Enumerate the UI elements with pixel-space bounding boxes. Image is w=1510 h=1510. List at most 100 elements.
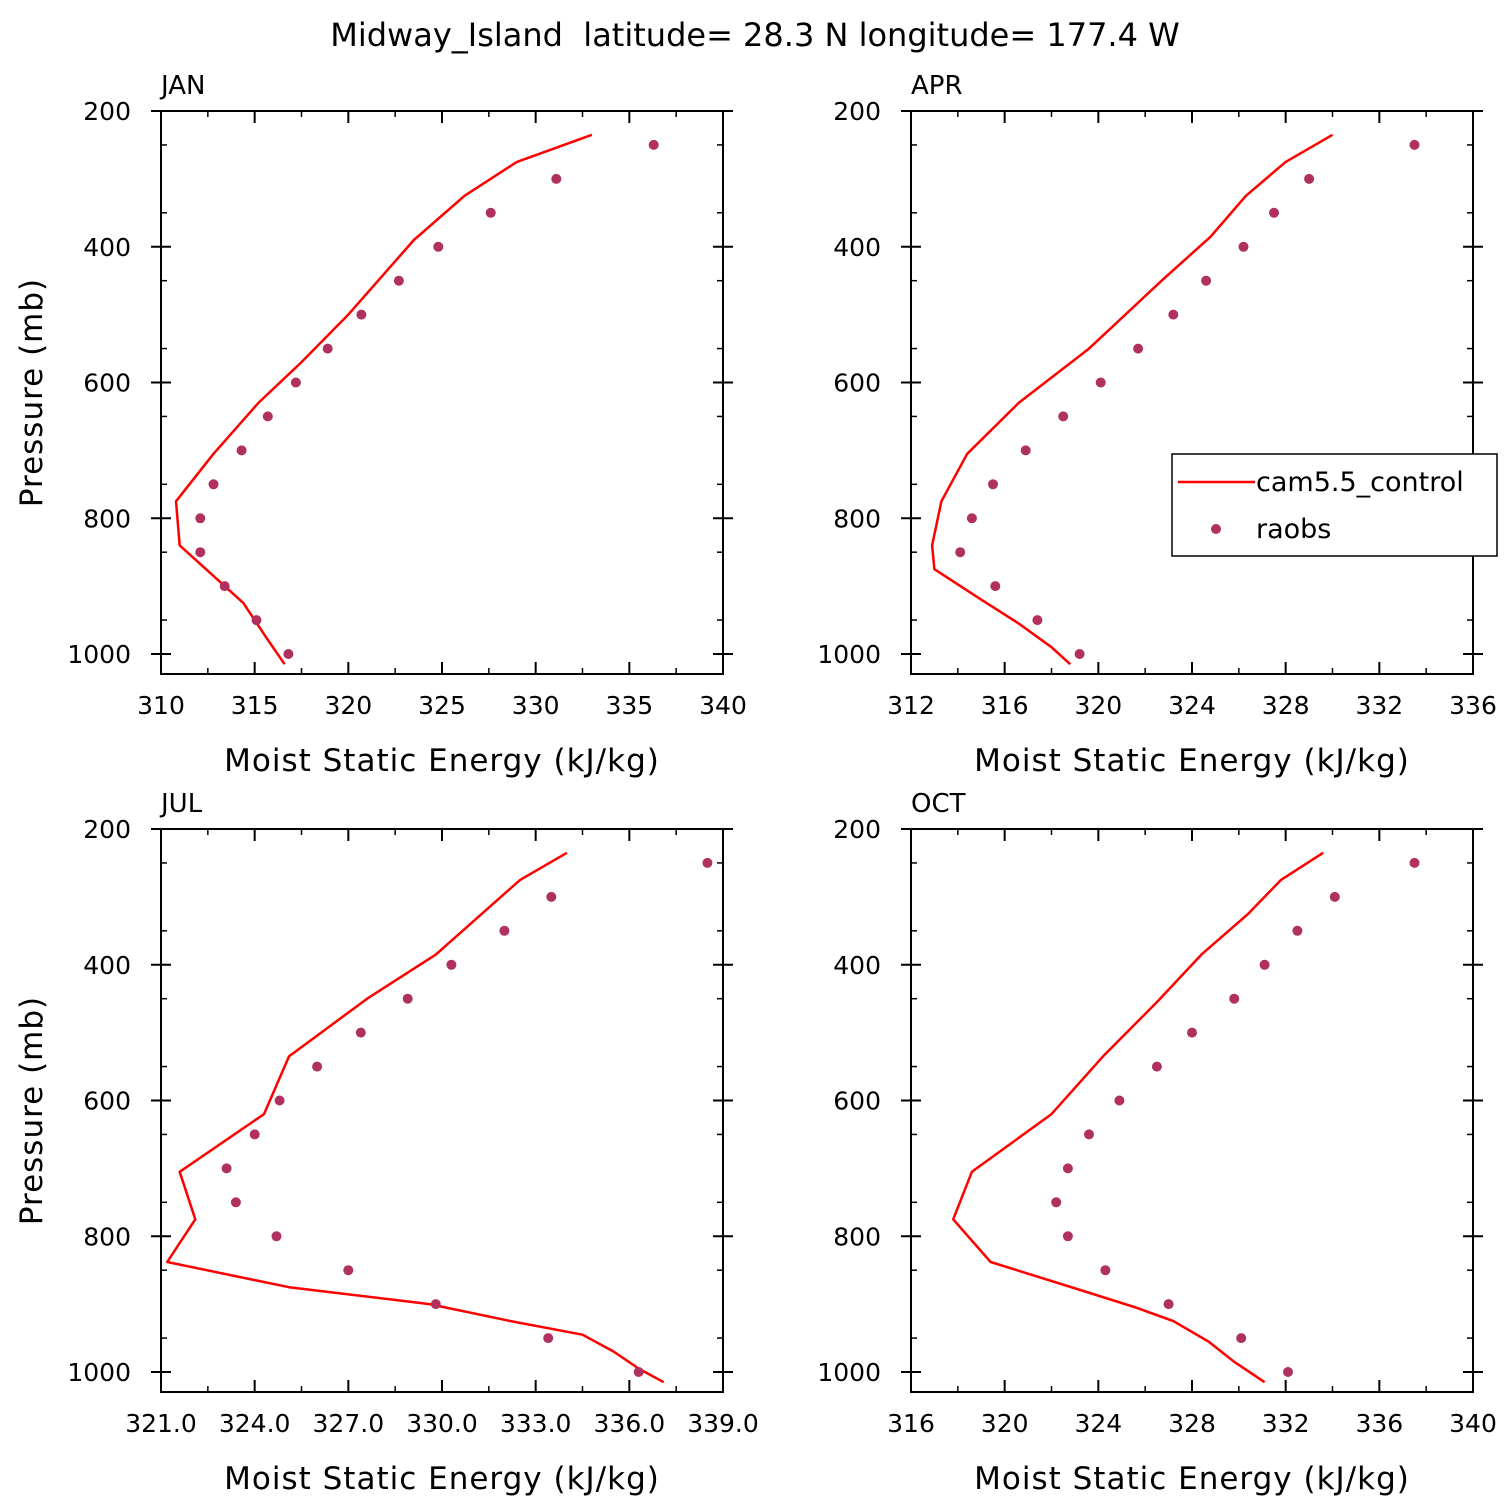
y-tick-label: 600 <box>833 1087 881 1116</box>
obs-point <box>990 581 1001 592</box>
obs-point <box>251 615 262 626</box>
x-tick-label: 320 <box>1074 691 1122 720</box>
legend: cam5.5_control raobs <box>1171 453 1498 557</box>
panel-label: JAN <box>159 71 205 101</box>
figure-title: Midway_Island latitude= 28.3 N longitude… <box>330 16 1180 54</box>
x-tick-label: 310 <box>137 691 185 720</box>
obs-point <box>1062 1163 1073 1174</box>
obs-point <box>393 275 404 286</box>
obs-point <box>543 1333 554 1344</box>
obs-point <box>208 479 219 490</box>
obs-point <box>1201 275 1212 286</box>
x-tick-label: 339.0 <box>687 1409 759 1438</box>
y-tick-label: 800 <box>833 1222 881 1251</box>
x-tick-label: 336 <box>1355 1409 1403 1438</box>
y-tick-label: 400 <box>833 951 881 980</box>
obs-point <box>1133 343 1144 354</box>
obs-point <box>648 139 659 150</box>
y-tick-label: 600 <box>833 369 881 398</box>
y-tick-label: 600 <box>83 1087 131 1116</box>
obs-point <box>966 513 977 524</box>
obs-point <box>430 1299 441 1310</box>
y-tick-label: 200 <box>833 815 881 844</box>
y-axis-label: Pressure (mb) <box>14 278 50 507</box>
obs-point <box>446 959 457 970</box>
obs-point <box>1409 139 1420 150</box>
x-tick-label: 315 <box>231 691 279 720</box>
obs-point <box>230 1197 241 1208</box>
obs-point <box>274 1095 285 1106</box>
y-tick-label: 400 <box>83 951 131 980</box>
y-tick-label: 1000 <box>817 1358 881 1387</box>
obs-point <box>283 649 294 659</box>
model-line <box>165 851 665 1384</box>
obs-point <box>988 479 998 490</box>
x-tick-label: 320 <box>324 691 372 720</box>
x-tick-label: 320 <box>981 1409 1029 1438</box>
x-tick-label: 340 <box>699 691 747 720</box>
obs-point <box>1292 925 1303 936</box>
x-tick-label: 327.0 <box>313 1409 385 1438</box>
model-line <box>951 851 1324 1384</box>
obs-point <box>195 513 206 524</box>
obs-point <box>249 1129 260 1140</box>
y-tick-label: 400 <box>83 233 131 262</box>
obs-point <box>1409 857 1420 868</box>
obs-point <box>262 411 273 422</box>
x-tick-label: 324 <box>1074 1409 1122 1438</box>
y-tick-label: 600 <box>83 369 131 398</box>
obs-point <box>1058 411 1069 422</box>
obs-point <box>1304 173 1315 184</box>
x-tick-label: 321.0 <box>125 1409 197 1438</box>
obs-point <box>955 547 966 558</box>
obs-point <box>551 173 562 184</box>
obs-point <box>1062 1231 1073 1242</box>
x-tick-label: 332 <box>1355 691 1403 720</box>
obs-point <box>356 309 367 320</box>
panel-label: APR <box>911 71 963 101</box>
obs-point <box>219 581 230 592</box>
x-tick-label: 324.0 <box>219 1409 291 1438</box>
legend-dot-label: raobs <box>1256 514 1331 545</box>
legend-box <box>1171 453 1498 557</box>
x-tick-label: 333.0 <box>500 1409 572 1438</box>
obs-point <box>1032 615 1043 626</box>
panel-jul: JUL 200 400 600 800 1000 321.0 324.0 327.0 330.0 3… <box>14 789 759 1497</box>
obs-point <box>1051 1197 1062 1208</box>
x-tick-label: 312 <box>887 691 935 720</box>
obs-point <box>236 445 247 456</box>
x-tick-label: 332 <box>1262 1409 1310 1438</box>
y-tick-label: 1000 <box>67 640 131 669</box>
panel-label: JUL <box>159 789 203 819</box>
obs-point <box>290 377 301 388</box>
obs-point <box>312 1061 323 1072</box>
obs-point <box>1114 1095 1125 1106</box>
obs-point <box>1187 1027 1197 1038</box>
obs-point <box>633 1367 644 1377</box>
y-tick-label: 200 <box>83 815 131 844</box>
obs-point <box>485 207 496 218</box>
model-line <box>174 133 593 665</box>
x-tick-label: 336.0 <box>594 1409 666 1438</box>
obs-point <box>271 1231 282 1242</box>
obs-point <box>1074 649 1085 659</box>
x-tick-label: 330 <box>512 691 560 720</box>
y-tick-label: 800 <box>83 504 131 533</box>
y-axis-label: Pressure (mb) <box>14 996 50 1225</box>
obs-point <box>1236 1333 1247 1344</box>
obs-point <box>343 1265 354 1276</box>
obs-point <box>702 857 713 868</box>
obs-point <box>1259 959 1270 970</box>
x-tick-label: 324 <box>1168 691 1216 720</box>
y-tick-label: 1000 <box>67 1358 131 1387</box>
x-tick-label: 325 <box>418 691 466 720</box>
y-tick-label: 400 <box>833 233 881 262</box>
x-tick-label: 316 <box>981 691 1029 720</box>
obs-point <box>221 1163 232 1174</box>
obs-point <box>1151 1061 1162 1072</box>
obs-point <box>1238 241 1249 252</box>
obs-point <box>355 1027 366 1038</box>
x-axis-label: Moist Static Energy (kJ/kg) <box>224 743 660 779</box>
